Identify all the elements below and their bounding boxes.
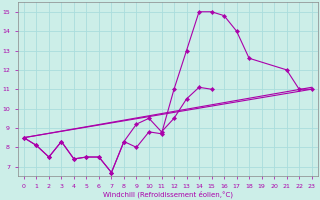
X-axis label: Windchill (Refroidissement éolien,°C): Windchill (Refroidissement éolien,°C) [103,190,233,198]
